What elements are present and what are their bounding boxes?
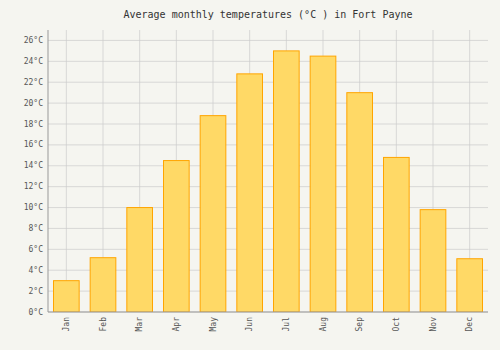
- y-tick-label: 0°C: [29, 308, 44, 317]
- title: Average monthly temperatures (°C ) in Fo…: [124, 9, 413, 20]
- x-tick-label: Jun: [245, 317, 254, 332]
- y-tick-label: 16°C: [24, 140, 43, 149]
- y-tick-label: 24°C: [24, 57, 43, 66]
- bar: [347, 93, 373, 312]
- bar: [237, 74, 263, 312]
- y-tick-label: 4°C: [29, 266, 44, 275]
- y-tick-label: 22°C: [24, 78, 43, 87]
- y-tick-label: 20°C: [24, 99, 43, 108]
- y-tick-label: 18°C: [24, 120, 43, 129]
- y-grid-line: [48, 207, 488, 208]
- x-tick-label: Sep: [355, 317, 364, 332]
- y-tick-label: 10°C: [24, 203, 43, 212]
- x-tick-label: Dec: [465, 317, 474, 332]
- x-tick-label: Apr: [172, 317, 181, 332]
- bar: [164, 161, 190, 312]
- x-tick-label: Nov: [429, 317, 438, 332]
- bars: [54, 51, 483, 312]
- x-tick-label: Aug: [319, 317, 328, 332]
- y-grid-line: [48, 165, 488, 166]
- chart: 0°C 2°C 4°C 6°C 8°C 10°C 12°C 14°C 16°C 18°C 20°C 2…: [0, 0, 500, 350]
- x-tick-label: Jan: [62, 317, 71, 332]
- y-tick-label: 8°C: [29, 224, 44, 233]
- y-tick-label: 26°C: [24, 36, 43, 45]
- x-tick-label: May: [209, 317, 218, 332]
- y-grid-line: [48, 40, 488, 41]
- bar: [457, 259, 483, 312]
- y-grid-line: [48, 144, 488, 145]
- axes: 0°C 2°C 4°C 6°C 8°C 10°C 12°C 14°C 16°C 18°C 20°C 2…: [24, 30, 488, 331]
- y-tick-label: 2°C: [29, 287, 44, 296]
- bar: [420, 210, 446, 312]
- bar: [274, 51, 300, 312]
- bar: [54, 281, 80, 312]
- y-tick-label: 12°C: [24, 182, 43, 191]
- y-grid-line: [48, 103, 488, 104]
- page: {"chart_data": {"type": "bar", "title": …: [0, 0, 500, 350]
- bar: [310, 56, 336, 312]
- x-grid-line: [66, 30, 67, 312]
- x-axis-line: [48, 312, 488, 313]
- y-axis-line: [48, 30, 49, 312]
- y-grid-line: [48, 312, 488, 313]
- y-grid-line: [48, 186, 488, 187]
- grid: [48, 30, 488, 312]
- y-grid-line: [48, 82, 488, 83]
- x-tick-label: Oct: [392, 317, 401, 332]
- bar: [90, 258, 116, 312]
- bar: [200, 116, 226, 312]
- y-grid-line: [48, 124, 488, 125]
- bar: [384, 157, 410, 312]
- x-tick-label: Feb: [99, 317, 108, 332]
- y-tick-label: 14°C: [24, 161, 43, 170]
- background: [0, 0, 500, 350]
- x-tick-label: Mar: [135, 317, 144, 332]
- y-grid-line: [48, 61, 488, 62]
- y-tick-label: 6°C: [29, 245, 44, 254]
- bar: [127, 208, 153, 312]
- x-tick-label: Jul: [282, 317, 291, 332]
